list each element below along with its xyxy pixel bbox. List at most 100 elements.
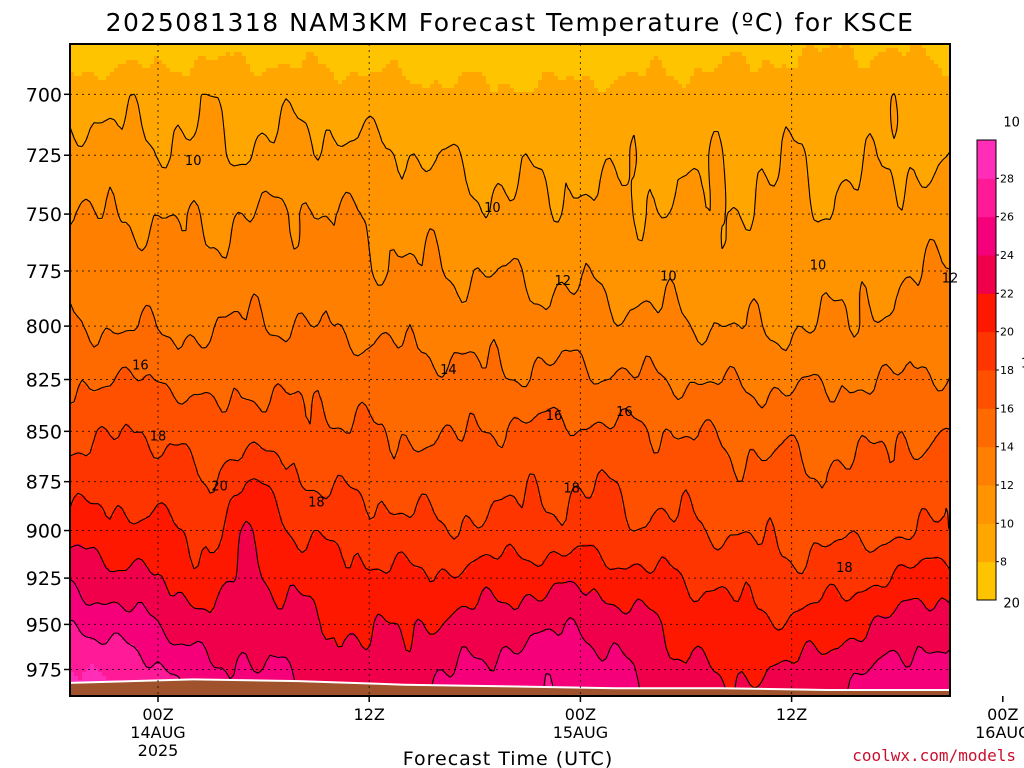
field-cell [854, 52, 859, 57]
field-cell [458, 108, 463, 113]
field-cell [866, 112, 871, 117]
field-cell [190, 88, 195, 93]
field-cell [106, 52, 111, 57]
field-cell [126, 52, 131, 57]
field-cell [178, 48, 183, 53]
field-cell [174, 96, 179, 101]
field-cell [922, 116, 927, 121]
field-cell [306, 80, 311, 85]
field-cell [442, 48, 447, 53]
field-cell [362, 128, 367, 133]
field-cell [594, 100, 599, 105]
field-cell [98, 124, 103, 129]
field-cell [74, 72, 79, 77]
field-cell [542, 56, 547, 61]
field-cell [546, 76, 551, 81]
field-cell [474, 88, 479, 93]
field-cell [510, 120, 515, 125]
field-cell [154, 88, 159, 93]
field-cell [574, 116, 579, 121]
field-cell [498, 48, 503, 53]
field-cell [734, 88, 739, 93]
field-cell [394, 96, 399, 101]
field-cell [142, 72, 147, 77]
field-cell [858, 76, 863, 81]
field-cell [606, 128, 611, 133]
field-cell [594, 64, 599, 69]
field-cell [658, 88, 663, 93]
field-cell [514, 60, 519, 65]
field-cell [418, 100, 423, 105]
field-cell [302, 84, 307, 89]
field-cell [806, 124, 811, 129]
field-cell [74, 52, 79, 57]
field-cell [222, 104, 227, 109]
field-cell [702, 96, 707, 101]
field-cell [434, 52, 439, 57]
field-cell [102, 48, 107, 53]
field-cell [774, 76, 779, 81]
field-cell [742, 84, 747, 89]
field-cell [346, 132, 351, 137]
field-cell [114, 132, 119, 137]
field-cell [522, 96, 527, 101]
field-cell [518, 112, 523, 117]
field-cell [422, 72, 427, 77]
field-cell [98, 72, 103, 77]
field-cell [410, 96, 415, 101]
field-cell [478, 120, 483, 125]
field-cell [274, 104, 279, 109]
field-cell [254, 52, 259, 57]
field-cell [382, 56, 387, 61]
field-cell [594, 56, 599, 61]
field-cell [654, 68, 659, 73]
field-cell [546, 104, 551, 109]
field-cell [838, 56, 843, 61]
field-cell [98, 116, 103, 121]
field-cell [506, 52, 511, 57]
field-cell [94, 52, 99, 57]
field-cell [722, 80, 727, 85]
field-cell [338, 120, 343, 125]
field-cell [670, 60, 675, 65]
field-cell [942, 52, 947, 57]
field-cell [206, 128, 211, 133]
field-cell [750, 120, 755, 125]
field-cell [506, 124, 511, 129]
field-cell [882, 84, 887, 89]
field-cell [910, 128, 915, 133]
field-cell [870, 128, 875, 133]
field-cell [678, 84, 683, 89]
field-cell [78, 128, 83, 133]
field-cell [854, 112, 859, 117]
field-cell [910, 120, 915, 125]
field-cell [466, 88, 471, 93]
field-cell [714, 116, 719, 121]
field-cell [838, 52, 843, 57]
field-cell [78, 56, 83, 61]
field-cell [794, 112, 799, 117]
field-cell [834, 100, 839, 105]
field-cell [210, 120, 215, 125]
field-cell [766, 48, 771, 53]
field-cell [382, 84, 387, 89]
field-cell [610, 48, 615, 53]
field-cell [794, 60, 799, 65]
field-cell [266, 48, 271, 53]
field-cell [178, 56, 183, 61]
field-cell [798, 64, 803, 69]
field-cell [638, 56, 643, 61]
field-cell [322, 100, 327, 105]
field-cell [382, 120, 387, 125]
field-cell [930, 60, 935, 65]
field-cell [834, 112, 839, 117]
field-cell [318, 116, 323, 121]
field-cell [230, 84, 235, 89]
field-cell [654, 80, 659, 85]
field-cell [290, 124, 295, 129]
field-cell [510, 112, 515, 117]
field-cell [406, 60, 411, 65]
field-cell [698, 60, 703, 65]
field-cell [834, 48, 839, 53]
field-cell [938, 100, 943, 105]
